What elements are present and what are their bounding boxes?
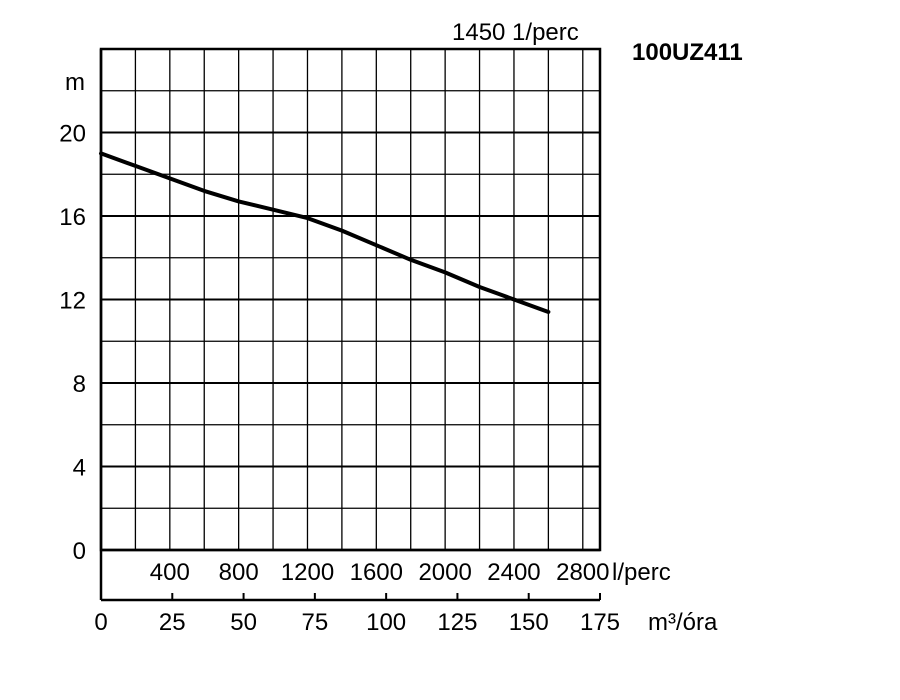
- x-bottom-tick-label: 125: [437, 609, 477, 636]
- x-bottom-tick-labels: 0 25 50 75 100 125 150 175: [94, 609, 620, 636]
- chart-title: 100UZ411: [632, 39, 743, 66]
- y-tick-label: 4: [73, 455, 86, 482]
- x-bottom-tick-label: 175: [580, 609, 620, 636]
- y-tick-label: 16: [59, 204, 86, 231]
- y-tick-labels: 0 4 8 12 16 20: [59, 121, 86, 566]
- chart-subtitle: 1450 1/perc: [452, 19, 579, 46]
- y-tick-label: 12: [59, 288, 86, 315]
- x-bottom-tick-label: 150: [509, 609, 549, 636]
- x-bottom-tick-label: 0: [94, 609, 107, 636]
- x-top-tick-label: 800: [219, 559, 259, 586]
- series-line: [99, 151, 551, 314]
- x-top-tick-label: 1200: [281, 559, 334, 586]
- x-top-tick-label: 2800: [556, 559, 609, 586]
- x-bottom-tick-label: 50: [230, 609, 257, 636]
- y-axis-label: m: [65, 69, 85, 96]
- x-bottom-axis-label: m³/óra: [648, 609, 718, 636]
- x-bottom-tick-label: 100: [366, 609, 406, 636]
- x-top-axis-label: l/perc: [612, 559, 671, 586]
- y-tick-label: 8: [73, 371, 86, 398]
- x-top-tick-label: 2000: [418, 559, 471, 586]
- x-top-tick-label: 400: [150, 559, 190, 586]
- x-top-tick-label: 2400: [487, 559, 540, 586]
- x-top-tick-labels: 400 800 1200 1600 2000 2400 2800: [150, 559, 610, 586]
- x-top-tick-label: 1600: [350, 559, 403, 586]
- x-bottom-tick-label: 25: [159, 609, 186, 636]
- y-tick-label: 0: [73, 538, 86, 565]
- axis-lines: [99, 49, 601, 602]
- y-tick-label: 20: [59, 121, 86, 148]
- x-bottom-tick-label: 75: [302, 609, 329, 636]
